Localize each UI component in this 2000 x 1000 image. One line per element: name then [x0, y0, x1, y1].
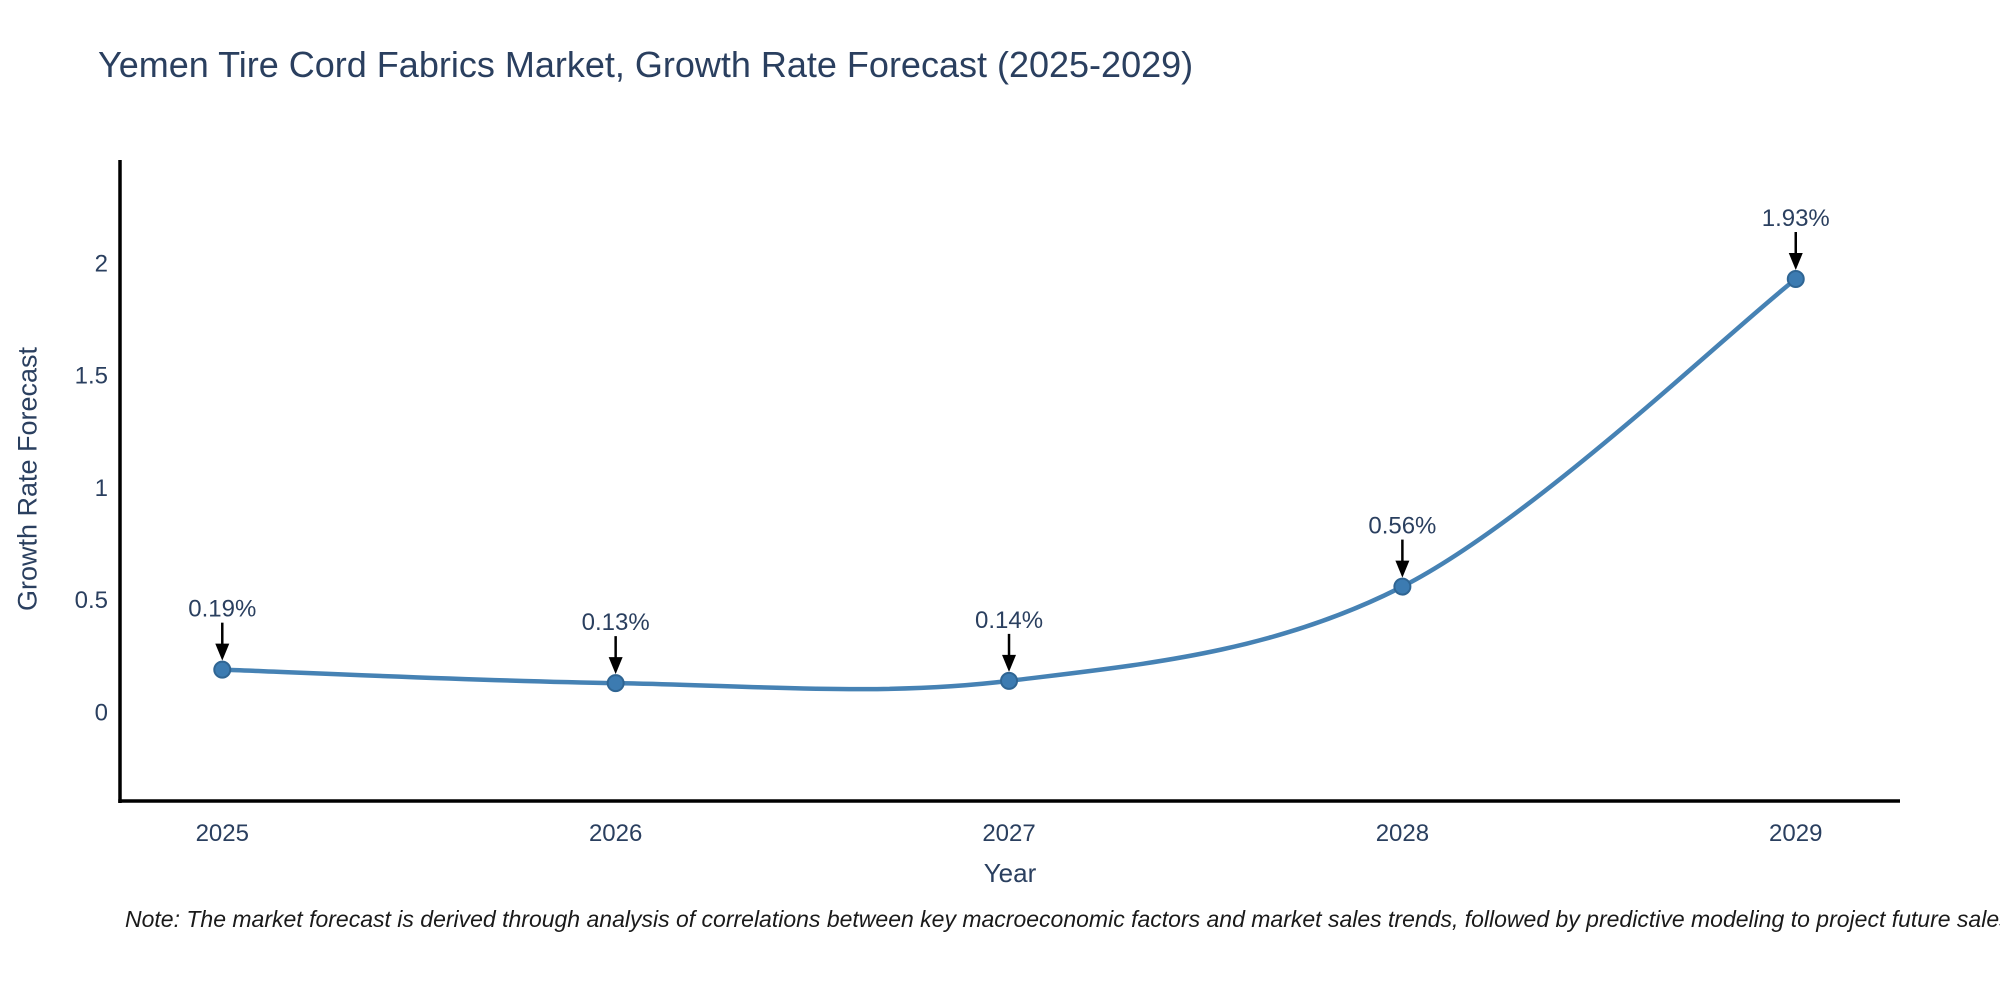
- annotation-arrow-head: [1002, 654, 1017, 672]
- data-point-marker[interactable]: [1786, 269, 1805, 288]
- x-axis-title: Year: [983, 858, 1037, 888]
- annotation-arrow-head: [1395, 560, 1410, 578]
- x-tick-label: 2028: [1376, 820, 1429, 847]
- data-point-label: 0.14%: [975, 607, 1043, 634]
- y-tick-label: 0: [95, 699, 108, 726]
- y-tick-label: 0.5: [75, 587, 108, 614]
- annotation-arrow-head: [215, 643, 230, 661]
- chart-title: Yemen Tire Cord Fabrics Market, Growth R…: [98, 44, 1194, 85]
- y-tick-label: 2: [95, 250, 108, 277]
- data-point-marker[interactable]: [213, 660, 232, 679]
- data-point-label: 0.13%: [582, 609, 650, 636]
- annotation-arrow-head: [608, 657, 623, 675]
- chart-footnote: Note: The market forecast is derived thr…: [125, 906, 2000, 932]
- x-tick-label: 2029: [1769, 820, 1822, 847]
- trend-line: [220, 276, 1799, 692]
- annotation-arrow-head: [1788, 252, 1803, 270]
- data-point-marker[interactable]: [1000, 671, 1019, 690]
- x-tick-label: 2026: [589, 820, 642, 847]
- y-tick-label: 1.5: [75, 363, 108, 390]
- x-tick-label: 2025: [196, 820, 249, 847]
- data-point-label: 0.19%: [188, 596, 256, 623]
- x-tick-label: 2027: [982, 820, 1035, 847]
- data-point-label: 1.93%: [1762, 205, 1830, 232]
- y-tick-label: 1: [95, 475, 108, 502]
- data-point-marker[interactable]: [606, 674, 625, 693]
- data-point-label: 0.56%: [1368, 513, 1436, 540]
- data-point-marker[interactable]: [1393, 577, 1412, 596]
